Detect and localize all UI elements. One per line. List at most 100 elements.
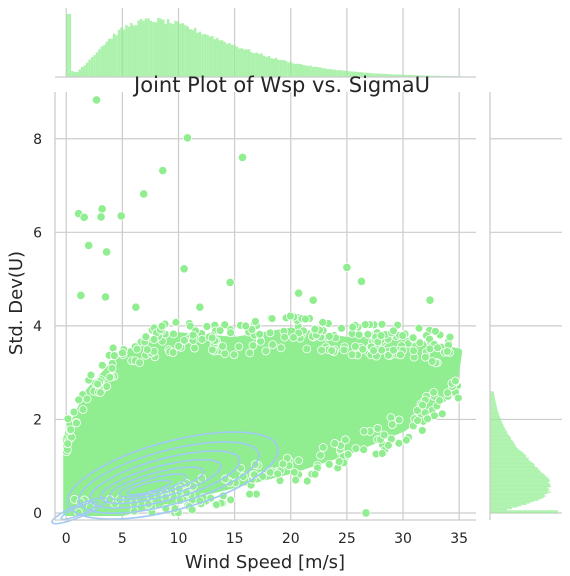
scatter-point (157, 321, 167, 331)
scatter-point (302, 344, 312, 354)
kde-contour (51, 496, 109, 525)
y-hist-bar (490, 429, 506, 431)
scatter-point (310, 324, 320, 334)
x-hist-bar (149, 20, 153, 77)
scatter-point (169, 329, 178, 339)
y-hist-bar (490, 419, 501, 422)
x-hist-bar (100, 46, 104, 77)
y-hist-bar (490, 496, 544, 499)
x-hist-bar (208, 36, 212, 77)
scatter-point (142, 345, 152, 354)
scatter-point (218, 341, 227, 351)
scatter-point (420, 352, 430, 362)
x-hist-bar (250, 52, 253, 77)
x-hist-bar (73, 71, 77, 77)
kde-contour (109, 466, 205, 501)
y-hist-bar (490, 456, 526, 458)
x-hist-bar (375, 73, 379, 77)
x-hist-bar (424, 75, 428, 77)
x-hist-bar (309, 65, 312, 77)
scatter-point (417, 425, 427, 435)
x-tick-label: 5 (118, 531, 127, 547)
scatter-point (74, 395, 84, 405)
scatter-point (195, 302, 205, 312)
scatter-point (341, 435, 350, 445)
y-hist-bar (490, 400, 496, 403)
x-hist-bar (142, 20, 145, 78)
x-hist-bar (429, 75, 433, 77)
y-hist-bar (490, 503, 527, 505)
x-hist-bar (198, 31, 202, 77)
scatter-point (102, 382, 112, 391)
x-hist-bar (130, 23, 133, 77)
scatter-point (76, 290, 86, 301)
x-hist-bar (137, 20, 140, 78)
y-hist-bar (490, 408, 498, 411)
y-hist-bar (490, 472, 543, 474)
scatter-point (389, 345, 398, 355)
y-tick-label: 0 (33, 506, 42, 522)
x-tick-labels: 0 5 10 15 20 25 30 35 (62, 531, 468, 547)
scatter-point (327, 346, 337, 355)
x-hist-bar (336, 70, 339, 77)
y-hist-bar (490, 410, 498, 412)
kde-contour (60, 501, 99, 521)
scatter-point (359, 445, 369, 455)
x-hist-bar (196, 32, 199, 77)
x-hist-bar (66, 14, 69, 77)
x-hist-bar (395, 74, 398, 77)
x-hist-bar (252, 53, 256, 77)
x-hist-bar (88, 59, 91, 77)
x-hist-bar (400, 74, 403, 77)
x-hist-bar (171, 24, 175, 77)
x-hist-bar (427, 75, 430, 77)
scatter-point (358, 344, 368, 354)
x-hist-bar (316, 67, 320, 77)
scatter-point (273, 469, 283, 479)
scatter-point (343, 450, 353, 459)
y-hist-bar (490, 464, 535, 466)
scatter-point (361, 508, 371, 518)
scatter-point (255, 329, 265, 339)
scatter-point (316, 450, 325, 460)
y-hist-bar (490, 440, 513, 442)
scatter-point (450, 376, 460, 386)
scatter-point (310, 469, 320, 479)
y-hist-bar (490, 431, 508, 434)
x-hist-bar (154, 22, 158, 77)
scatter-point (413, 406, 422, 415)
scatter-point (220, 320, 230, 330)
scatter-point (334, 457, 344, 467)
x-hist-bar (262, 55, 266, 77)
y-hist-bar (490, 407, 497, 409)
scatter-point (261, 346, 271, 356)
x-hist-bar (80, 67, 84, 77)
y-tick-label: 8 (33, 132, 42, 148)
y-hist-bar (490, 437, 512, 439)
x-hist-bar (319, 67, 322, 77)
y-hist-bar (490, 398, 495, 400)
y-tick-label: 2 (33, 412, 42, 428)
y-hist-bar (490, 479, 550, 481)
y-hist-bar (490, 465, 535, 468)
y-hist-bar (490, 511, 558, 513)
x-hist-bar (103, 44, 106, 77)
x-hist-bar (348, 71, 352, 77)
y-hist-bar (490, 452, 524, 454)
x-hist-bar (274, 57, 278, 77)
scatter-point (396, 350, 405, 360)
y-hist-bar (490, 491, 551, 493)
scatter-point (251, 316, 260, 326)
scatter-point (369, 346, 379, 355)
x-hist-bar (341, 70, 344, 77)
x-hist-bar (105, 41, 108, 77)
scatter-point (276, 343, 286, 353)
x-hist-bar (164, 23, 167, 77)
x-hist-bar (289, 61, 293, 77)
scatter-point (207, 333, 217, 343)
x-hist-bar (181, 23, 185, 77)
kde-contours (51, 431, 279, 525)
y-hist-bar (490, 412, 499, 415)
y-hist-bar (490, 508, 508, 511)
x-hist-bar (358, 72, 361, 77)
